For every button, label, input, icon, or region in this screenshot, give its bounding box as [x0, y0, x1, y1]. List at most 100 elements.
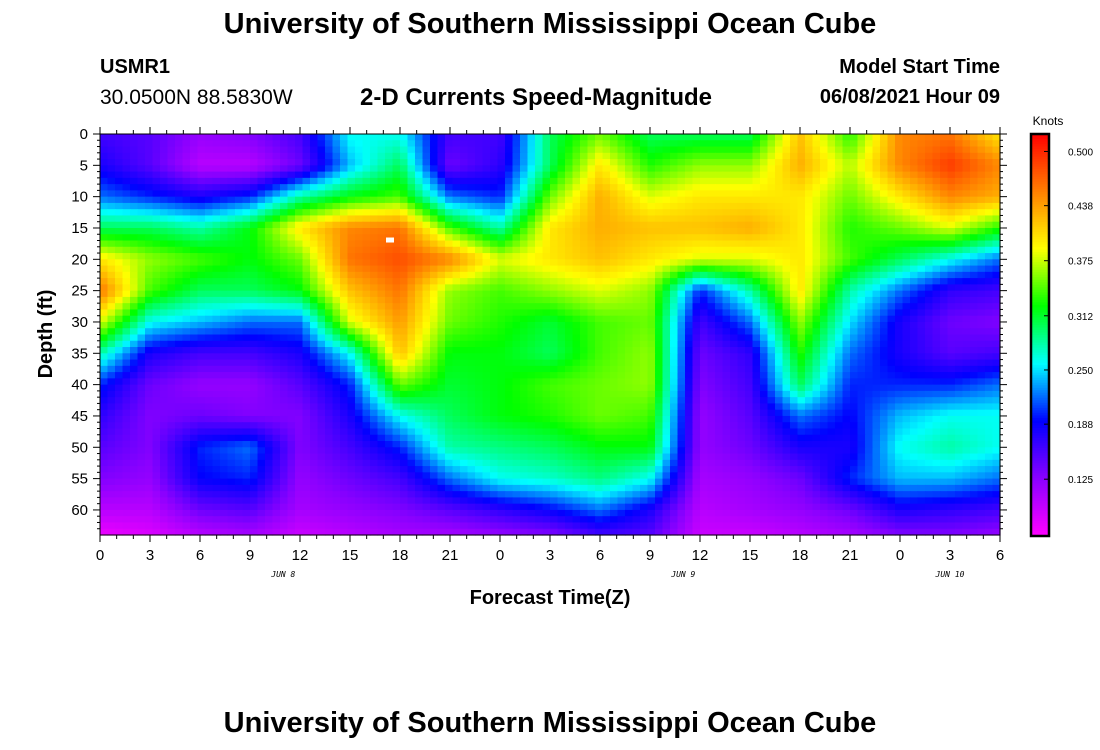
heatmap-cell: [647, 271, 656, 279]
heatmap-cell: [467, 390, 476, 398]
heatmap-cell: [235, 259, 244, 267]
heatmap-cell: [947, 328, 956, 336]
heatmap-cell: [445, 340, 454, 348]
heatmap-cell: [692, 196, 701, 204]
heatmap-cell: [835, 171, 844, 179]
heatmap-cell: [595, 290, 604, 298]
heatmap-cell: [452, 171, 461, 179]
heatmap-cell: [400, 347, 409, 354]
heatmap-cell: [280, 190, 289, 198]
heatmap-cell: [482, 296, 491, 304]
heatmap-cell: [587, 309, 596, 317]
heatmap-cell: [662, 296, 671, 304]
heatmap-cell: [355, 227, 364, 235]
heatmap-cell: [197, 284, 206, 292]
heatmap-cell: [940, 227, 949, 235]
heatmap-cell: [700, 246, 709, 254]
heatmap-cell: [887, 328, 896, 336]
heatmap-cell: [280, 384, 289, 392]
heatmap-cell: [730, 227, 739, 235]
heatmap-cell: [767, 328, 776, 336]
heatmap-cell: [520, 340, 529, 348]
heatmap-cell: [610, 246, 619, 254]
heatmap-cell: [400, 365, 409, 373]
heatmap-cell: [805, 384, 814, 392]
heatmap-cell: [100, 202, 109, 210]
heatmap-cell: [542, 278, 551, 285]
heatmap-cell: [940, 152, 949, 160]
heatmap-cell: [527, 384, 536, 392]
heatmap-cell: [287, 296, 296, 304]
heatmap-cell: [227, 321, 236, 329]
heatmap-cell: [775, 290, 784, 298]
heatmap-cell: [812, 290, 821, 298]
heatmap-cell: [820, 372, 829, 379]
heatmap-cell: [962, 209, 971, 217]
heatmap-cell: [467, 227, 476, 235]
heatmap-cell: [242, 390, 251, 398]
heatmap-cell: [377, 202, 386, 210]
heatmap-cell: [280, 165, 289, 173]
heatmap-cell: [490, 372, 499, 379]
heatmap-cell: [857, 309, 866, 317]
heatmap-cell: [617, 152, 626, 160]
heatmap-cell: [790, 378, 799, 386]
heatmap-cell: [707, 265, 716, 273]
heatmap-cell: [805, 328, 814, 336]
heatmap-cell: [385, 165, 394, 173]
heatmap-cell: [257, 303, 266, 311]
heatmap-cell: [542, 290, 551, 298]
heatmap-cell: [685, 334, 694, 342]
heatmap-cell: [137, 384, 146, 392]
heatmap-cell: [235, 328, 244, 336]
heatmap-cell: [902, 284, 911, 292]
heatmap-cell: [940, 365, 949, 373]
heatmap-cell: [272, 284, 281, 292]
heatmap-cell: [310, 165, 319, 173]
heatmap-cell: [190, 290, 199, 298]
model-start-label: Model Start Time: [839, 56, 1000, 78]
heatmap-cell: [602, 265, 611, 273]
heatmap-cell: [595, 278, 604, 285]
heatmap-cell: [422, 359, 431, 367]
heatmap-cell: [302, 309, 311, 317]
heatmap-cell: [452, 184, 461, 191]
heatmap-cell: [992, 159, 1001, 166]
heatmap-cell: [782, 372, 791, 379]
heatmap-cell: [415, 378, 424, 386]
heatmap-cell: [505, 372, 514, 379]
heatmap-cell: [805, 321, 814, 329]
heatmap-cell: [497, 202, 506, 210]
heatmap-cell: [212, 134, 221, 141]
heatmap-cell: [895, 328, 904, 336]
heatmap-cell: [827, 215, 836, 223]
heatmap-cell: [392, 309, 401, 317]
heatmap-cell: [212, 190, 221, 198]
heatmap-cell: [962, 140, 971, 148]
heatmap-cell: [670, 303, 679, 311]
heatmap-cell: [580, 328, 589, 336]
heatmap-cell: [737, 372, 746, 379]
heatmap-cell: [625, 259, 634, 267]
heatmap-cell: [835, 372, 844, 379]
heatmap-cell: [782, 253, 791, 260]
heatmap-cell: [902, 221, 911, 229]
heatmap-cell: [820, 246, 829, 254]
heatmap-cell: [790, 309, 799, 317]
heatmap-cell: [745, 384, 754, 392]
heatmap-cell: [242, 159, 251, 166]
heatmap-cell: [265, 209, 274, 217]
heatmap-cell: [947, 165, 956, 173]
heatmap-cell: [145, 177, 154, 185]
heatmap-cell: [737, 209, 746, 217]
heatmap-cell: [842, 372, 851, 379]
heatmap-cell: [940, 171, 949, 179]
heatmap-cell: [482, 265, 491, 273]
heatmap-cell: [167, 184, 176, 191]
heatmap-cell: [812, 372, 821, 379]
heatmap-cell: [332, 372, 341, 379]
heatmap-cell: [437, 202, 446, 210]
heatmap-cell: [220, 202, 229, 210]
heatmap-cell: [610, 159, 619, 166]
heatmap-cell: [392, 296, 401, 304]
